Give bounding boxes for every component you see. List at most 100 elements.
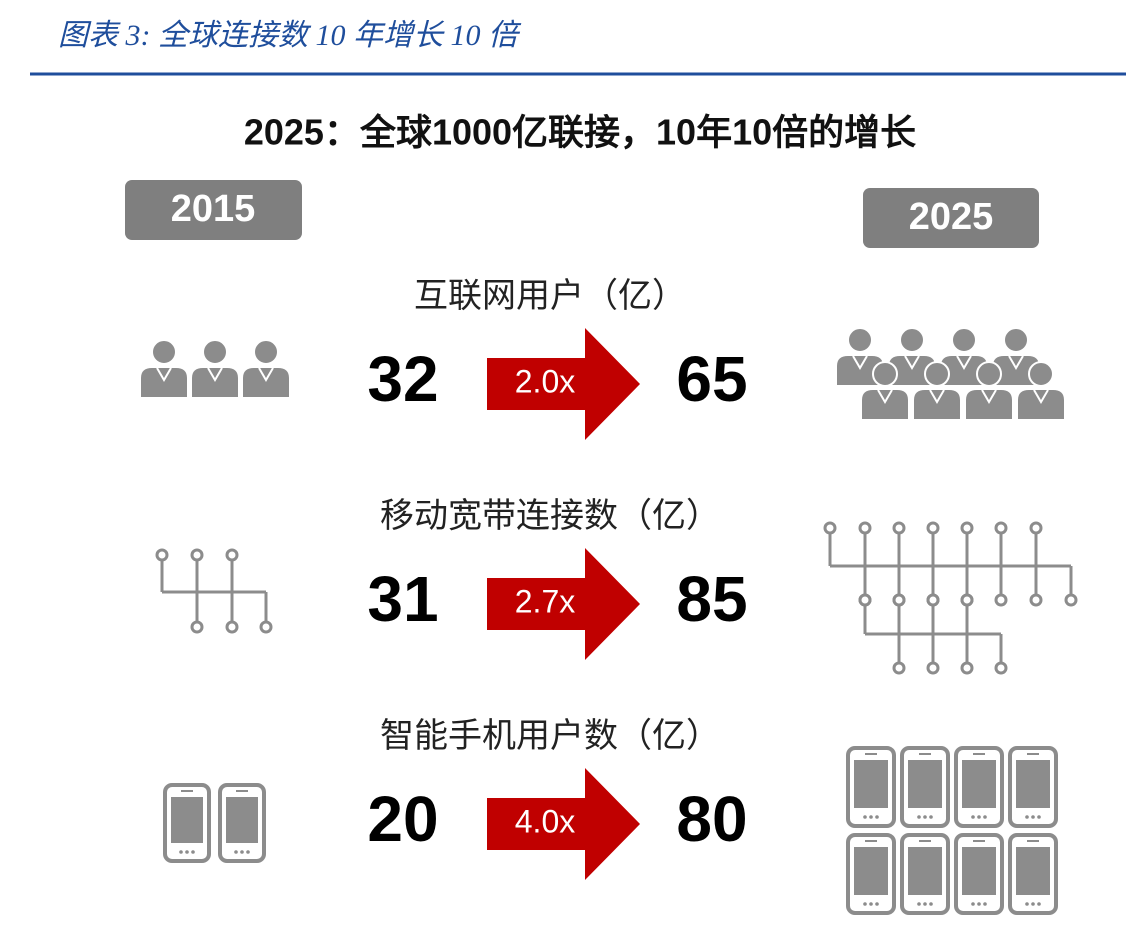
phone-dot: [179, 850, 183, 854]
end-value: 85: [676, 563, 747, 635]
icons: [139, 327, 1078, 915]
phone-dot: [1037, 815, 1041, 819]
phone-dot: [240, 850, 244, 854]
phone-dot: [923, 815, 927, 819]
person-collar: [1033, 389, 1049, 404]
person-body: [860, 388, 910, 421]
person-head: [202, 339, 228, 365]
start-value: 32: [367, 343, 438, 415]
phone-dot: [191, 850, 195, 854]
person-head: [872, 361, 898, 387]
row-label: 移动宽带连接数（亿）: [380, 497, 720, 535]
phone-dot: [923, 902, 927, 906]
circuit-node: [858, 593, 872, 607]
phone-screen: [226, 797, 258, 843]
phone-screen: [908, 847, 942, 895]
year-badge: [863, 188, 1039, 248]
row-label: 互联网用户（亿）: [414, 277, 686, 315]
phone-dot: [875, 815, 879, 819]
person-head: [151, 339, 177, 365]
person-collar: [207, 367, 223, 382]
person-body: [912, 388, 962, 421]
growth-arrow: [487, 768, 640, 880]
phone-dot: [875, 902, 879, 906]
phone-dot: [983, 902, 987, 906]
phone-screen: [854, 847, 888, 895]
start-value: 31: [367, 563, 438, 635]
person-collar: [981, 389, 997, 404]
person-collar: [852, 355, 868, 370]
phone-dot: [917, 902, 921, 906]
circuit-node: [960, 593, 974, 607]
phone-dot: [869, 815, 873, 819]
multiplier: 2.0x: [515, 363, 575, 399]
person-head: [253, 339, 279, 365]
phone-dot: [1031, 815, 1035, 819]
phone-dot: [1037, 902, 1041, 906]
phone-dot: [1025, 815, 1029, 819]
person-collar: [1008, 355, 1024, 370]
circuit-node: [190, 620, 204, 634]
circuit-node: [259, 620, 273, 634]
person-head: [976, 361, 1002, 387]
person-collar: [156, 367, 172, 382]
phone-screen: [962, 847, 996, 895]
circuit-node: [225, 620, 239, 634]
growth-arrow: [487, 548, 640, 660]
circuit-node: [155, 548, 169, 562]
circuit-node: [892, 521, 906, 535]
multiplier: 4.0x: [515, 803, 575, 839]
circuit-node: [960, 521, 974, 535]
person-body: [1016, 388, 1066, 421]
phone-dot: [971, 815, 975, 819]
person-head: [1028, 361, 1054, 387]
person-collar: [956, 355, 972, 370]
end-value: 80: [676, 783, 747, 855]
person-body: [964, 388, 1014, 421]
circuit-node: [858, 521, 872, 535]
infographic-title: 2025：全球1000亿联接，10年10倍的增长: [244, 112, 916, 153]
circuit-node: [892, 661, 906, 675]
circuit-node: [994, 661, 1008, 675]
circuit-node: [190, 548, 204, 562]
person-head: [899, 327, 925, 353]
person-head: [951, 327, 977, 353]
phone-dot: [929, 815, 933, 819]
phone-dot: [1025, 902, 1029, 906]
figure-caption: 图表 3: 全球连接数 10 年增长 10 倍: [58, 19, 522, 52]
person-collar: [904, 355, 920, 370]
start-value: 20: [367, 783, 438, 855]
phone-dot: [977, 815, 981, 819]
circuit-node: [1029, 593, 1043, 607]
phone-screen: [1016, 760, 1050, 808]
circuit-node: [994, 593, 1008, 607]
circuit-node: [225, 548, 239, 562]
person-collar: [929, 389, 945, 404]
phone-dot: [917, 815, 921, 819]
phone-screen: [854, 760, 888, 808]
circuit-node: [1029, 521, 1043, 535]
phone-dot: [971, 902, 975, 906]
phone-dot: [863, 902, 867, 906]
phone-screen: [1016, 847, 1050, 895]
phone-dot: [983, 815, 987, 819]
person-head: [1003, 327, 1029, 353]
phone-screen: [962, 760, 996, 808]
person-collar: [877, 389, 893, 404]
year-badge: [125, 180, 302, 240]
circuit-node: [994, 521, 1008, 535]
circuit-node: [926, 661, 940, 675]
row-label: 智能手机用户数（亿）: [380, 717, 720, 755]
phone-dot: [929, 902, 933, 906]
person-collar: [258, 367, 274, 382]
circuit-node: [892, 593, 906, 607]
phone-dot: [246, 850, 250, 854]
circuit-node: [823, 521, 837, 535]
circuit-node: [1064, 593, 1078, 607]
phone-dot: [977, 902, 981, 906]
person-body: [139, 366, 189, 399]
phone-dot: [185, 850, 189, 854]
phone-dot: [863, 815, 867, 819]
phone-screen: [908, 760, 942, 808]
